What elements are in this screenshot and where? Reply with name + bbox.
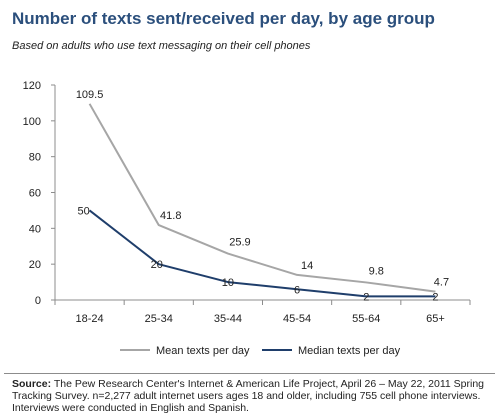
chart-axes: 0 20 40 60 80 100 120 18-24 25-34 35-44 45-54 55-64… <box>23 80 471 325</box>
median-data-label: 2 <box>432 291 438 303</box>
legend-label: Mean texts per day <box>156 345 250 357</box>
legend-label: Median texts per day <box>298 345 401 357</box>
source-note: Source: The Pew Research Center's Intern… <box>12 378 492 414</box>
y-tick-label: 0 <box>35 295 41 307</box>
chart-data-labels: 109.5 41.8 25.9 14 9.8 4.7 50 20 10 6 2 2 <box>76 89 449 304</box>
median-data-label: 50 <box>77 205 89 217</box>
footer-divider <box>4 373 495 374</box>
x-tick-label: 25-34 <box>145 313 173 325</box>
mean-data-label: 9.8 <box>369 265 384 277</box>
y-tick-label: 40 <box>29 223 41 235</box>
y-tick-label: 80 <box>29 152 41 164</box>
y-tick-label: 100 <box>23 116 41 128</box>
source-label: Source: <box>12 378 52 390</box>
mean-data-label: 25.9 <box>229 237 250 249</box>
median-data-label: 20 <box>151 259 163 271</box>
mean-data-label: 14 <box>301 260 313 272</box>
x-tick-label: 35-44 <box>214 313 242 325</box>
series-line-mean <box>88 103 436 293</box>
chart-series <box>88 103 436 298</box>
mean-data-label: 4.7 <box>434 277 449 289</box>
source-text: The Pew Research Center's Internet & Ame… <box>12 378 485 414</box>
chart-title: Number of texts sent/received per day, b… <box>12 9 435 28</box>
median-data-label: 10 <box>222 277 234 289</box>
chart-legend: Mean texts per day Median texts per day <box>120 345 401 357</box>
series-line-median <box>88 209 436 298</box>
x-tick-label: 45-54 <box>283 313 311 325</box>
mean-data-label: 41.8 <box>160 210 181 222</box>
median-data-label: 2 <box>363 291 369 303</box>
mean-data-label: 109.5 <box>76 89 104 101</box>
y-tick-label: 20 <box>29 259 41 271</box>
x-tick-label: 18-24 <box>76 313 104 325</box>
x-tick-label: 55-64 <box>352 313 380 325</box>
line-chart: 0 20 40 60 80 100 120 18-24 25-34 35-44 45-54 55-64… <box>23 80 471 357</box>
median-data-label: 6 <box>294 284 300 296</box>
chart-subtitle: Based on adults who use text messaging o… <box>12 40 311 52</box>
y-tick-label: 120 <box>23 80 41 92</box>
x-tick-label: 65+ <box>426 313 445 325</box>
y-tick-label: 60 <box>29 188 41 200</box>
